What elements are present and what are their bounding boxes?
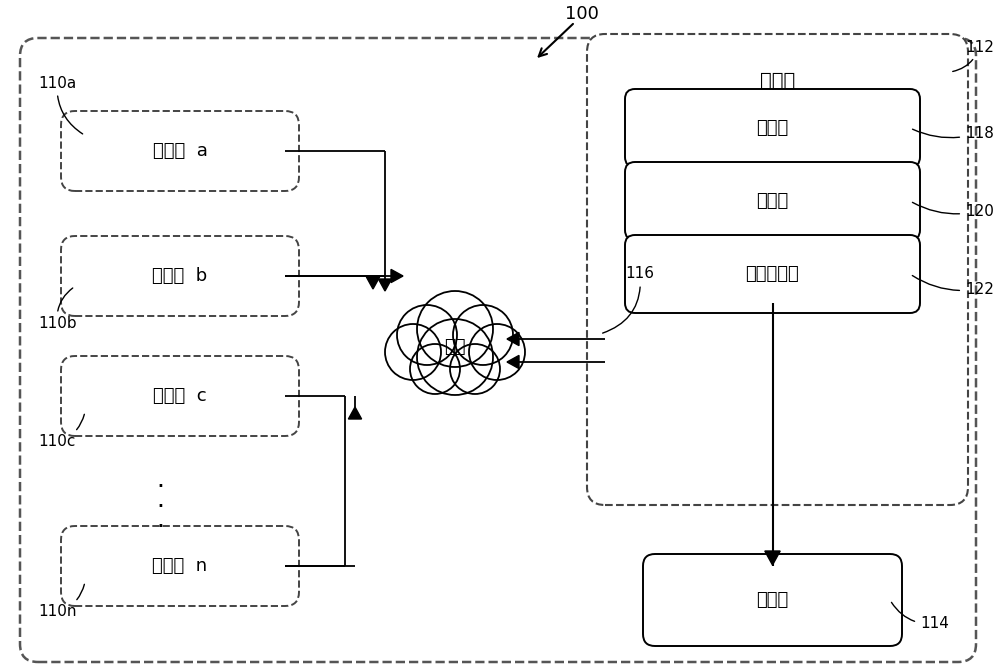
Polygon shape xyxy=(765,551,780,565)
Circle shape xyxy=(453,305,513,365)
Circle shape xyxy=(417,319,493,395)
FancyBboxPatch shape xyxy=(625,89,920,167)
Text: 118: 118 xyxy=(913,126,994,140)
Text: 分析仪  n: 分析仪 n xyxy=(152,557,208,575)
Circle shape xyxy=(385,324,441,380)
Polygon shape xyxy=(378,279,392,291)
Text: ·: · xyxy=(156,495,164,519)
FancyBboxPatch shape xyxy=(61,356,299,436)
Circle shape xyxy=(469,324,525,380)
Text: 逻辑和控制: 逻辑和控制 xyxy=(746,265,799,283)
Text: 存储器: 存储器 xyxy=(756,192,789,210)
Circle shape xyxy=(417,291,493,367)
Text: 122: 122 xyxy=(912,276,994,296)
Text: 112: 112 xyxy=(953,40,994,71)
Polygon shape xyxy=(507,355,519,369)
Text: 服务器: 服务器 xyxy=(760,71,795,89)
FancyBboxPatch shape xyxy=(587,34,968,505)
Text: 110b: 110b xyxy=(38,288,77,331)
Circle shape xyxy=(397,305,457,365)
Text: ·: · xyxy=(156,475,164,499)
Polygon shape xyxy=(507,333,519,345)
Text: 分析仪  b: 分析仪 b xyxy=(152,267,208,285)
FancyBboxPatch shape xyxy=(643,554,902,646)
Text: 100: 100 xyxy=(565,5,599,23)
FancyBboxPatch shape xyxy=(61,526,299,606)
FancyBboxPatch shape xyxy=(20,38,976,662)
Text: 116: 116 xyxy=(603,267,654,333)
Text: ·: · xyxy=(156,515,164,539)
Circle shape xyxy=(450,344,500,394)
Text: 分析仪  a: 分析仪 a xyxy=(153,142,207,160)
Text: 120: 120 xyxy=(912,202,994,218)
Text: 114: 114 xyxy=(891,602,949,632)
Text: 处理器: 处理器 xyxy=(756,119,789,137)
Text: 110a: 110a xyxy=(38,75,83,134)
Polygon shape xyxy=(348,407,362,419)
Text: 110c: 110c xyxy=(38,415,84,450)
Polygon shape xyxy=(391,269,403,283)
FancyBboxPatch shape xyxy=(625,235,920,313)
FancyBboxPatch shape xyxy=(61,111,299,191)
Text: 110n: 110n xyxy=(38,585,84,620)
FancyBboxPatch shape xyxy=(625,162,920,240)
Text: 数据库: 数据库 xyxy=(756,591,789,609)
Text: 网络: 网络 xyxy=(444,338,466,356)
Polygon shape xyxy=(366,277,380,289)
Text: 分析仪  c: 分析仪 c xyxy=(153,387,207,405)
FancyBboxPatch shape xyxy=(61,236,299,316)
Circle shape xyxy=(410,344,460,394)
